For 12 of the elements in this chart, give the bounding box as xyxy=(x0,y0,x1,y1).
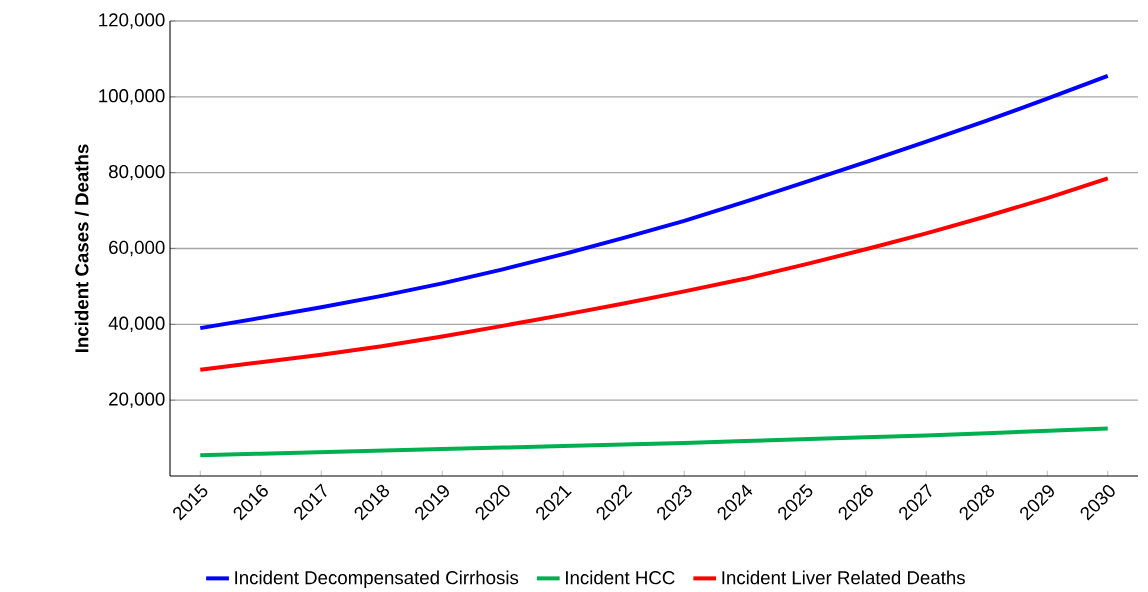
legend-label: Incident Liver Related Deaths xyxy=(722,570,965,585)
y-tick-label: 80,000 xyxy=(109,164,165,181)
y-tick-label: 120,000 xyxy=(99,13,165,29)
y-tick-label: 20,000 xyxy=(109,392,165,408)
y-axis-title: Incident Cases / Deaths xyxy=(74,144,89,353)
line-series xyxy=(198,73,1110,331)
y-tick-label: 100,000 xyxy=(99,89,165,105)
y-tick-label: 40,000 xyxy=(108,316,165,333)
y-tick-label: 60,000 xyxy=(109,240,165,257)
line-series xyxy=(198,176,1110,372)
legend-label: Incident Decompensated Cirrhosis xyxy=(235,570,519,589)
legend-label: Incident HCC xyxy=(566,570,675,585)
